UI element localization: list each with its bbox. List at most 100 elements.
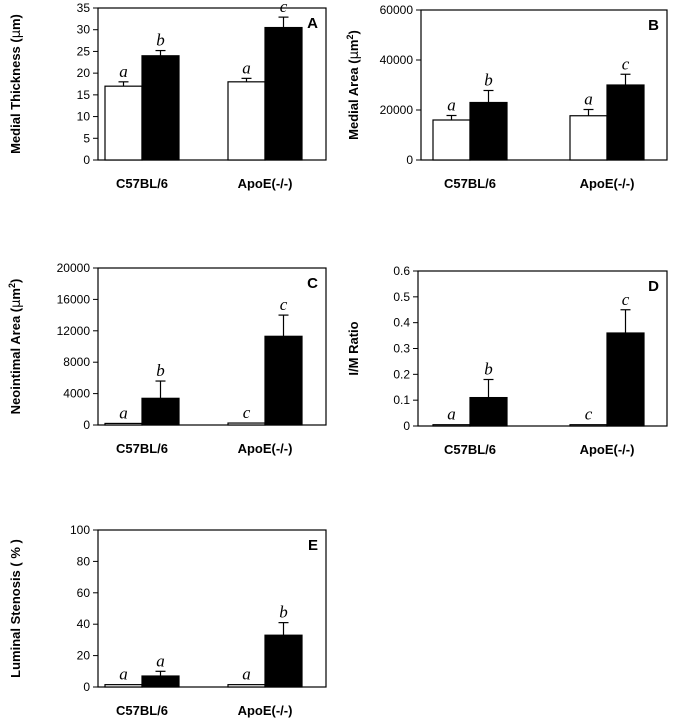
y-tick-label: 0.5 — [393, 290, 410, 304]
panel-letter: C — [307, 275, 318, 292]
x-category-label: ApoE(-/-) — [580, 176, 635, 191]
y-axis-title-part: Neointimal Area ( — [8, 307, 23, 414]
y-tick-label: 40000 — [380, 53, 414, 67]
y-tick-label: 20000 — [380, 103, 414, 117]
significance-letter: a — [242, 665, 251, 684]
y-tick-label: 15 — [77, 88, 91, 102]
x-category-label: ApoE(-/-) — [580, 442, 635, 457]
y-tick-label: 10 — [77, 110, 91, 124]
y-tick-label: 100 — [70, 523, 90, 537]
x-category-label: C57BL/6 — [116, 441, 168, 456]
y-tick-label: 0 — [403, 419, 410, 433]
y-axis-title-part: ) — [8, 279, 23, 283]
y-axis-title-part: m — [346, 40, 361, 52]
plot-frame — [420, 9, 668, 161]
significance-letter: a — [119, 62, 128, 81]
y-tick-label: 80 — [77, 554, 91, 568]
y-axis-title-part: 2 — [345, 35, 355, 40]
bar-filled-c57bl6 — [141, 675, 180, 688]
plot-frame — [97, 267, 327, 426]
y-tick-label: 20000 — [57, 261, 91, 275]
chart-panel-c: 0 4000 8000 12000 16000 20000 a c b c C57BL/6 ApoE(… — [7, 261, 327, 456]
y-tick-label: 60000 — [380, 3, 414, 17]
bar-filled-c57bl6 — [469, 396, 508, 427]
y-tick-label: 0.4 — [393, 316, 410, 330]
bar-open-c57bl6 — [432, 424, 471, 427]
y-axis-title: Medial Thickness (µm) — [8, 14, 24, 154]
y-axis-title-part: Medial Area ( — [346, 59, 361, 140]
chart-panel-b: 0 20000 40000 60000 a a b c C57BL/6 ApoE(-/-) B Med… — [345, 3, 668, 191]
y-tick-label: 0 — [83, 680, 90, 694]
y-axis-title: Neointimal Area (µm2) — [7, 279, 24, 415]
x-category-label: C57BL/6 — [116, 703, 168, 718]
y-tick-label: 30 — [77, 23, 91, 37]
chart-panel-e: 0 20 40 60 80 100 a a a b C57BL/6 ApoE(-/-) E Luminal… — [8, 523, 327, 718]
significance-letter: c — [622, 290, 630, 309]
panel-letter: B — [648, 17, 659, 34]
y-axis-title-part: m — [8, 288, 23, 300]
y-tick-label: 20 — [77, 66, 91, 80]
bar-filled-apoe — [606, 84, 645, 161]
significance-letter: a — [156, 651, 165, 670]
significance-letter: c — [280, 0, 288, 16]
significance-letter: b — [484, 360, 493, 379]
significance-letter: b — [484, 71, 493, 90]
bar-filled-c57bl6 — [469, 101, 508, 161]
y-axis-title-part: m) — [8, 14, 23, 30]
bar-open-apoe — [569, 115, 608, 161]
chart-panel-d: 0 0.1 0.2 0.3 0.4 0.5 0.6 a c b c C57BL/6 ApoE(-/-) D… — [346, 264, 668, 457]
significance-letter: b — [156, 361, 165, 380]
panel-letter: E — [308, 537, 318, 554]
y-tick-label: 25 — [77, 44, 91, 58]
panel-letter: D — [648, 278, 659, 295]
significance-letter: c — [243, 403, 251, 422]
significance-letter: a — [119, 665, 128, 684]
significance-letter: b — [279, 603, 288, 622]
significance-letter: b — [156, 31, 165, 50]
x-category-label: C57BL/6 — [116, 176, 168, 191]
bar-open-c57bl6 — [104, 422, 143, 426]
y-tick-label: 35 — [77, 1, 91, 15]
plot-frame — [97, 7, 327, 161]
panel-letter: A — [307, 15, 318, 32]
bar-filled-apoe — [264, 335, 303, 426]
bar-open-apoe — [227, 684, 266, 688]
x-category-label: ApoE(-/-) — [238, 441, 293, 456]
significance-letter: a — [119, 403, 128, 422]
bar-filled-apoe — [606, 332, 645, 427]
y-tick-label: 0.6 — [393, 264, 410, 278]
bar-open-c57bl6 — [104, 85, 143, 161]
y-axis-title: Luminal Stenosis ( % ) — [8, 539, 23, 678]
significance-letter: a — [584, 90, 593, 109]
significance-letter: a — [242, 58, 251, 77]
x-category-label: C57BL/6 — [444, 176, 496, 191]
x-category-label: ApoE(-/-) — [238, 703, 293, 718]
y-axis-title-part: µ — [347, 51, 362, 59]
significance-letter: c — [280, 295, 288, 314]
bar-open-apoe — [569, 424, 608, 427]
y-tick-label: 0.3 — [393, 342, 410, 356]
y-tick-label: 60 — [77, 586, 91, 600]
chart-panel-a: 0 5 10 15 20 25 30 35 a a b c C57BL/6 ApoE(-/-) A Media… — [8, 0, 327, 191]
bar-filled-apoe — [264, 26, 303, 161]
y-tick-label: 0.1 — [393, 393, 410, 407]
significance-letter: c — [585, 405, 593, 424]
bar-filled-apoe — [264, 634, 303, 688]
significance-letter: a — [447, 405, 456, 424]
y-axis-title: I/M Ratio — [346, 321, 361, 375]
plot-frame — [97, 529, 327, 688]
y-tick-label: 40 — [77, 617, 91, 631]
y-axis-title: Medial Area (µm2) — [345, 30, 362, 140]
bar-open-apoe — [227, 422, 266, 426]
significance-letter: a — [447, 96, 456, 115]
y-axis-title-part: ) — [346, 30, 361, 34]
y-tick-label: 0 — [83, 153, 90, 167]
y-axis-title-part: µ — [9, 300, 24, 308]
bar-open-c57bl6 — [432, 119, 471, 161]
bar-filled-c57bl6 — [141, 397, 180, 426]
bar-filled-c57bl6 — [141, 55, 180, 161]
y-tick-label: 0 — [406, 153, 413, 167]
x-category-label: ApoE(-/-) — [238, 176, 293, 191]
x-category-label: C57BL/6 — [444, 442, 496, 457]
